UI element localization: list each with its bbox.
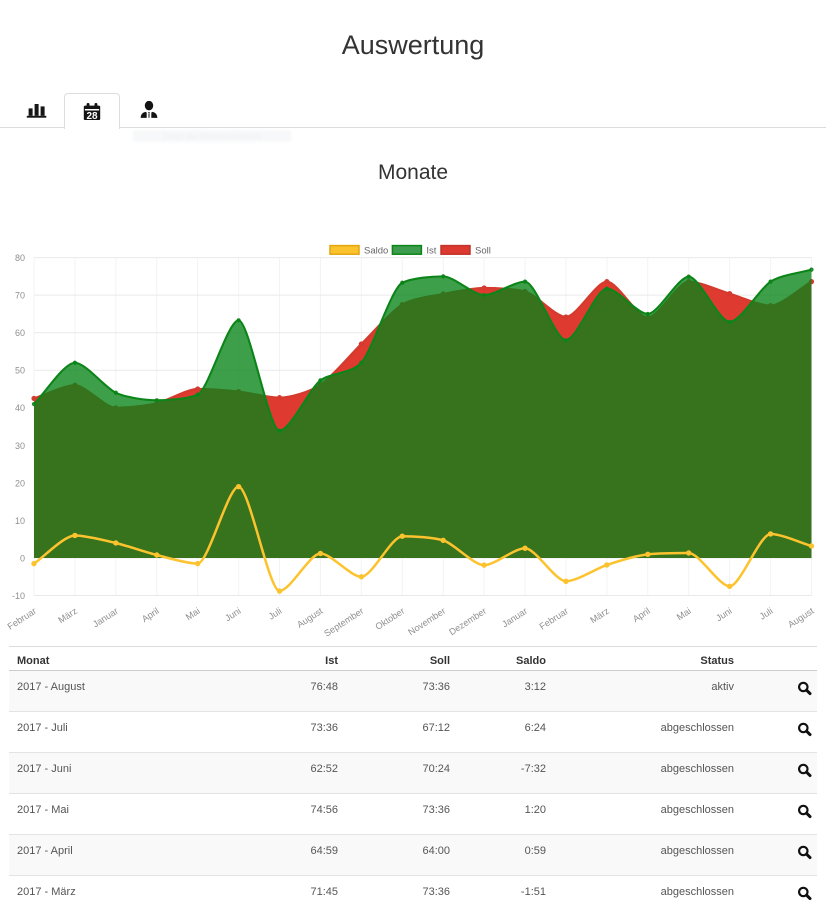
svg-text:80: 80 bbox=[15, 253, 25, 263]
svg-text:September: September bbox=[322, 606, 365, 639]
svg-text:60: 60 bbox=[15, 328, 25, 338]
svg-text:Oktober: Oktober bbox=[374, 606, 407, 632]
svg-text:20: 20 bbox=[15, 478, 25, 488]
svg-text:0: 0 bbox=[20, 553, 25, 563]
svg-text:März: März bbox=[56, 606, 79, 626]
svg-text:November: November bbox=[406, 606, 447, 637]
svg-text:Dezember: Dezember bbox=[447, 606, 488, 637]
svg-text:-10: -10 bbox=[12, 591, 25, 601]
svg-text:Ist: Ist bbox=[426, 246, 436, 257]
svg-text:April: April bbox=[140, 606, 161, 624]
svg-text:Januar: Januar bbox=[500, 606, 529, 630]
svg-text:August: August bbox=[295, 606, 325, 630]
svg-text:Juli: Juli bbox=[267, 606, 284, 622]
svg-text:Februar: Februar bbox=[6, 606, 38, 632]
svg-text:Mai: Mai bbox=[675, 606, 693, 622]
svg-text:Soll: Soll bbox=[475, 246, 491, 257]
svg-text:März: März bbox=[588, 606, 611, 626]
svg-text:Saldo: Saldo bbox=[364, 246, 388, 257]
svg-text:Juni: Juni bbox=[714, 606, 734, 624]
svg-text:Juli: Juli bbox=[758, 606, 775, 622]
svg-text:10: 10 bbox=[15, 516, 25, 526]
svg-text:Mai: Mai bbox=[184, 606, 202, 622]
svg-text:70: 70 bbox=[15, 291, 25, 301]
svg-text:30: 30 bbox=[15, 441, 25, 451]
svg-text:28: 28 bbox=[86, 111, 98, 120]
svg-text:April: April bbox=[631, 606, 652, 624]
svg-text:50: 50 bbox=[15, 366, 25, 376]
svg-text:August: August bbox=[786, 606, 816, 630]
svg-text:Juni: Juni bbox=[223, 606, 243, 624]
svg-text:Januar: Januar bbox=[91, 606, 120, 630]
svg-text:40: 40 bbox=[15, 403, 25, 413]
svg-text:Februar: Februar bbox=[538, 606, 570, 632]
